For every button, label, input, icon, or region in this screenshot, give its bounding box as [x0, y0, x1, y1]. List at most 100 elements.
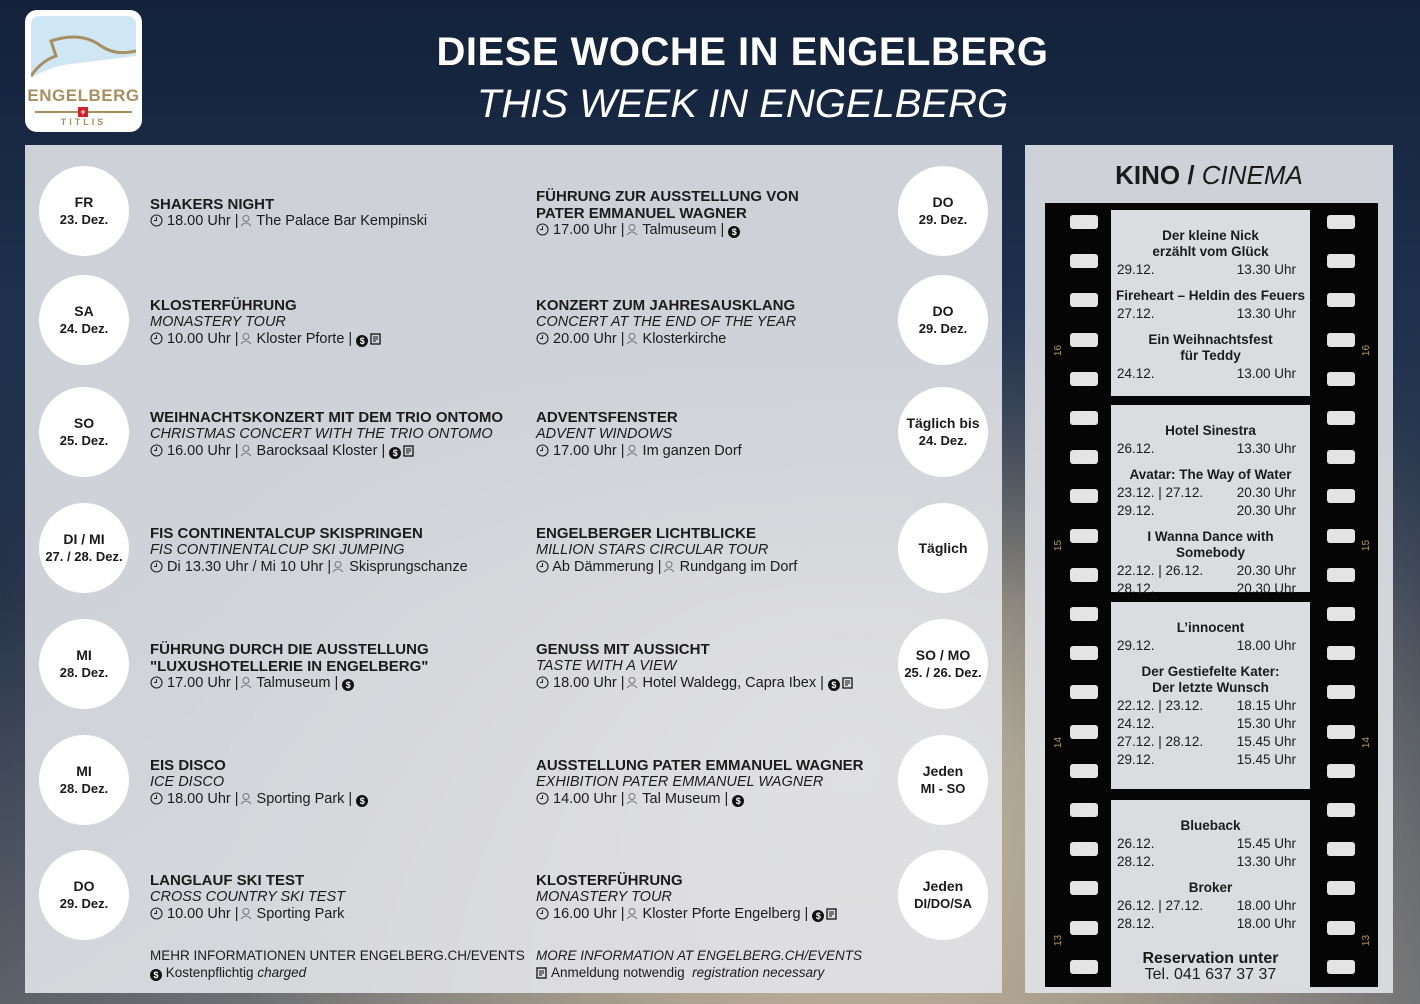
registration-form-icon [842, 676, 854, 694]
event-item[interactable]: FÜHRUNG ZUR AUSSTELLUNG VON PATER EMMANUE… [536, 188, 799, 241]
movie-item[interactable]: Blueback 26.12. 15.45 Uhr 28.12. 13.30 Uhr [1111, 818, 1310, 870]
showtime: 29.12. 13.30 Uhr [1111, 262, 1310, 278]
date-date: 23. Dez. [59, 212, 109, 227]
sprocket-hole [1070, 842, 1098, 857]
sprocket-hole [1070, 646, 1098, 661]
sprocket-hole [1327, 685, 1355, 700]
sprocket-hole [1070, 803, 1098, 817]
engelberg-logo[interactable]: ENGELBERG + TITLIS [25, 10, 142, 132]
frame-number: 14 [1053, 736, 1065, 749]
sprocket-hole [1070, 607, 1098, 621]
event-time: 17.00 Uhr | [163, 674, 239, 691]
showtime: 24.12. 13.00 Uhr [1111, 366, 1310, 382]
event-title: LANGLAUF SKI TEST [150, 871, 305, 889]
movie-item[interactable]: L’innocent 29.12. 18.00 Uhr [1111, 620, 1310, 654]
sprocket-hole [1327, 959, 1355, 974]
event-meta: 10.00 Uhr | Kloster Pforte | $ [150, 331, 382, 350]
event-meta: Ab Dämmerung | Rundgang im Dorf [536, 559, 797, 578]
event-item[interactable]: ADVENTSFENSTER ADVENT WINDOWS 17.00 Uhr |… [536, 409, 742, 462]
event-item[interactable]: GENUSS MIT AUSSICHT TASTE WITH A VIEW 18.… [536, 641, 854, 694]
clock-icon [536, 675, 549, 694]
show-time: 13.30 Uhr [1236, 441, 1296, 456]
clock-icon [150, 906, 163, 925]
sprocket-hole [1070, 371, 1098, 386]
page-subtitle: THIS WEEK IN ENGELBERG [476, 82, 1009, 126]
movie-title: Avatar: The Way of Water [1129, 467, 1292, 482]
show-date: 29.12. [1117, 752, 1155, 767]
movie-item[interactable]: Broker 26.12. | 27.12. 18.00 Uhr 28.12. 18.0… [1111, 880, 1310, 932]
frame-number: 15 [1053, 539, 1065, 552]
show-time: 20.30 Uhr [1236, 563, 1296, 578]
sprocket-hole [1070, 411, 1098, 425]
event-location: Rundgang im Dorf [675, 558, 798, 575]
event-item[interactable]: FÜHRUNG DURCH DIE AUSSTELLUNG "LUXUSHOTEL… [150, 641, 429, 694]
logo-text: ENGELBERG [27, 86, 140, 105]
event-location: Tal Museum | [638, 790, 733, 807]
movie-item[interactable]: Avatar: The Way of Water 23.12. | 27.12. 2… [1111, 467, 1310, 519]
movie-item[interactable]: Ein Weihnachtsfest für Teddy 24.12. 13.00 U… [1111, 332, 1310, 382]
footer-left: MEHR INFORMATIONEN UNTER ENGELBERG.CH/EV… [150, 947, 525, 981]
film-frame: Blueback 26.12. 15.45 Uhr 28.12. 13.30 Uhr Br… [1111, 800, 1310, 987]
sprocket-hole [1327, 842, 1355, 857]
show-date: 29.12. [1117, 638, 1155, 653]
clock-icon [150, 791, 163, 810]
sprocket-hole [1327, 450, 1355, 465]
sprocket-hole [1070, 920, 1098, 935]
event-location: Sporting Park [252, 905, 345, 922]
sprocket-hole [1327, 803, 1355, 817]
sprocket-hole [1327, 646, 1355, 661]
event-item[interactable]: FIS CONTINENTALCUP SKISPRINGEN FIS CONTIN… [150, 525, 468, 578]
sprocket-hole [1327, 293, 1355, 308]
event-item[interactable]: SHAKERS NIGHT 18.00 Uhr | The Palace Bar… [150, 196, 427, 232]
dollar-coin-icon: $ [356, 334, 369, 347]
sprocket-hole [1070, 959, 1098, 974]
dollar-coin-icon: $ [728, 225, 741, 238]
sprocket-hole [1070, 332, 1098, 347]
location-pin-icon [625, 444, 639, 462]
show-date: 29.12. [1117, 262, 1155, 277]
event-item[interactable]: ENGELBERGER LICHTBLICKE MILLION STARS CIR… [536, 525, 797, 578]
event-title: ENGELBERGER LICHTBLICKE [536, 524, 757, 542]
movie-item[interactable]: Fireheart – Heldin des Feuers 27.12. 13.30… [1111, 288, 1310, 322]
show-date: 28.12. [1117, 916, 1155, 931]
event-item[interactable]: LANGLAUF SKI TEST CROSS COUNTRY SKI TEST … [150, 872, 345, 925]
date-badge: SO / MO 25. / 26. Dez. [898, 619, 988, 709]
movie-item[interactable]: I Wanna Dance with Somebody 22.12. | 26.12… [1111, 529, 1310, 597]
show-time: 18.15 Uhr [1236, 698, 1296, 713]
show-time: 15.45 Uhr [1236, 734, 1296, 749]
date-date: 28. Dez. [59, 781, 109, 796]
event-item[interactable]: WEIHNACHTSKONZERT MIT DEM TRIO ONTOMO CHR… [150, 409, 503, 462]
date-badge: DO 29. Dez. [39, 850, 129, 940]
movie-item[interactable]: Der Gestiefelte Kater: Der letzte Wunsch 2… [1111, 664, 1310, 768]
frame-number: 14 [1361, 736, 1373, 749]
clock-icon [536, 443, 549, 462]
movie-item[interactable]: Der kleine Nick erzählt vom Glück 29.12. 13… [1111, 228, 1310, 278]
date-date: DI/DO/SA [914, 896, 972, 911]
sprocket-hole [1070, 215, 1098, 229]
event-item[interactable]: KLOSTERFÜHRUNG MONASTERY TOUR 16.00 Uhr |… [536, 872, 838, 925]
sprocket-hole [1327, 332, 1355, 347]
event-item[interactable]: KLOSTERFÜHRUNG MONASTERY TOUR 10.00 Uhr |… [150, 297, 382, 350]
show-date: 22.12. | 23.12. [1117, 698, 1204, 713]
movie-item[interactable]: Hotel Sinestra 26.12. 13.30 Uhr [1111, 423, 1310, 457]
sprocket-hole [1070, 724, 1098, 739]
date-badge: Täglich bis 24. Dez. [898, 387, 988, 477]
sprocket-hole [1070, 567, 1098, 582]
event-item[interactable]: EIS DISCO ICE DISCO 18.00 Uhr | Sporting … [150, 757, 369, 810]
date-badge: Jeden MI - SO [898, 735, 988, 825]
date-day: Täglich [918, 539, 968, 556]
show-time: 20.30 Uhr [1236, 503, 1296, 518]
event-item[interactable]: AUSSTELLUNG PATER EMMANUEL WAGNER EXHIBIT… [536, 757, 864, 810]
date-day: DO [932, 303, 954, 319]
sprocket-hole [1327, 254, 1355, 269]
reservation-phone[interactable]: Tel. 041 637 37 37 [1144, 966, 1277, 983]
frame-number: 16 [1053, 344, 1065, 357]
event-title: FÜHRUNG DURCH DIE AUSSTELLUNG "LUXUSHOTEL… [150, 640, 429, 675]
logo-subtext: TITLIS [60, 117, 107, 127]
event-time: 18.00 Uhr | [163, 790, 239, 807]
show-date: 29.12. [1117, 503, 1155, 518]
location-pin-icon [662, 560, 676, 578]
date-day: DI / MI [63, 531, 105, 547]
event-item[interactable]: KONZERT ZUM JAHRESAUSKLANG CONCERT AT THE… [536, 297, 796, 350]
sprocket-hole [1070, 685, 1098, 700]
